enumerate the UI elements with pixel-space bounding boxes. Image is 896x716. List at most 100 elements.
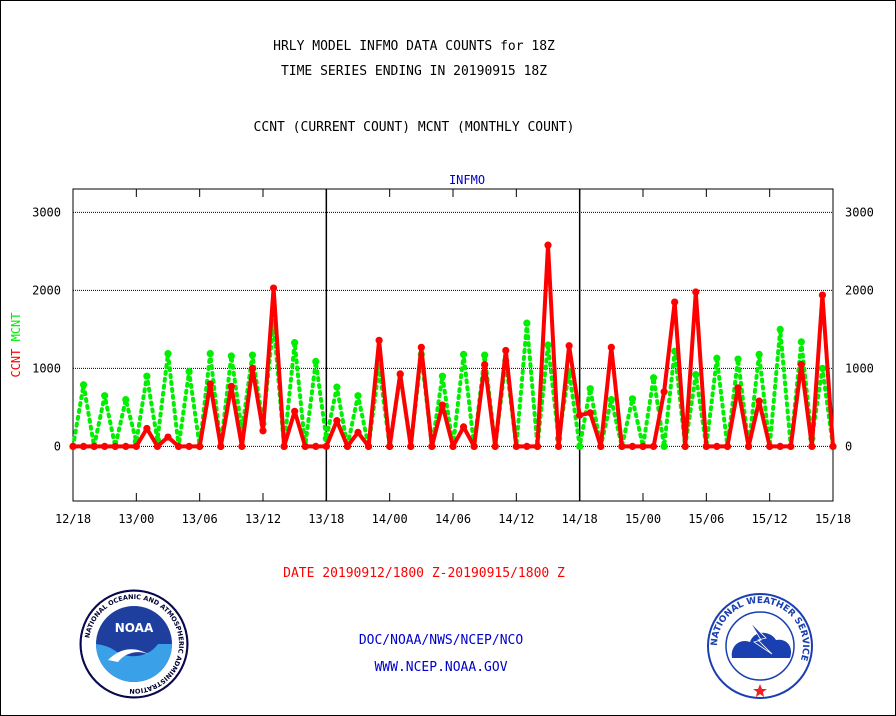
mcnt-series-point bbox=[164, 349, 172, 358]
ccnt-series-point bbox=[248, 364, 257, 372]
ccnt-series-point bbox=[523, 442, 531, 450]
mcnt-series-point bbox=[576, 442, 584, 450]
ccnt-series-point bbox=[660, 388, 668, 396]
mcnt-series-point bbox=[734, 355, 742, 363]
ccnt-series-point bbox=[808, 442, 816, 450]
x-tick-label: 14/18 bbox=[562, 512, 598, 526]
ccnt-series-point bbox=[576, 411, 584, 419]
ccnt-series-point bbox=[681, 442, 689, 450]
ccnt-series-point bbox=[713, 442, 721, 450]
mcnt-series-point bbox=[713, 354, 721, 362]
ccnt-series-point bbox=[449, 442, 457, 450]
org-label[interactable]: DOC/NOAA/NWS/NCEP/NCO bbox=[358, 633, 524, 648]
x-tick-label: 14/12 bbox=[498, 512, 534, 526]
ccnt-series-point bbox=[723, 442, 732, 450]
mcnt-series-point bbox=[438, 372, 447, 380]
url-link[interactable]: WWW.NCEP.NOAA.GOV bbox=[374, 660, 508, 675]
ccnt-series-point bbox=[143, 424, 151, 433]
mcnt-series-point bbox=[101, 392, 109, 400]
mcnt-series-point bbox=[312, 357, 320, 365]
x-tick-label: 15/00 bbox=[625, 512, 661, 526]
ccnt-series-point bbox=[597, 442, 605, 450]
ccnt-series-point bbox=[586, 409, 594, 417]
y-tick-label-right: 1000 bbox=[845, 361, 874, 375]
mcnt-series-point bbox=[607, 396, 615, 404]
x-tick-label: 15/06 bbox=[688, 512, 724, 526]
mcnt-series-point bbox=[248, 351, 257, 359]
y-tick-label-left: 1000 bbox=[32, 361, 61, 375]
ccnt-series-point bbox=[364, 442, 373, 450]
ccnt-series-point bbox=[174, 442, 183, 450]
ccnt-series-point bbox=[428, 442, 436, 450]
mcnt-series-point bbox=[143, 372, 151, 380]
ccnt-series-point bbox=[396, 370, 404, 378]
ccnt-series-point bbox=[280, 442, 288, 450]
ccnt-series-point bbox=[818, 291, 827, 299]
y-tick-label-left: 2000 bbox=[32, 283, 61, 297]
ccnt-series-point bbox=[491, 442, 499, 450]
x-tick-label: 15/18 bbox=[815, 512, 851, 526]
ccnt-series-point bbox=[153, 442, 162, 450]
plot-frame bbox=[72, 188, 834, 502]
date-range-label: DATE 20190912/1800 Z-20190915/1800 Z bbox=[283, 566, 565, 581]
ccnt-series-point bbox=[312, 442, 320, 450]
ccnt-series-point bbox=[481, 360, 489, 369]
chart-title-line1: HRLY MODEL INFMO DATA COUNTS for 18Z bbox=[273, 39, 555, 54]
ccnt-series-point bbox=[565, 342, 573, 350]
ccnt-series-point bbox=[533, 442, 542, 450]
ccnt-series-point bbox=[333, 417, 341, 425]
y-axis-label-mcnt: MCNT bbox=[9, 312, 23, 341]
mcnt-series-point bbox=[79, 381, 88, 389]
ccnt-series-point bbox=[639, 442, 647, 450]
ccnt-series-point bbox=[628, 442, 637, 450]
ccnt-series-point bbox=[649, 442, 658, 450]
ccnt-series-point bbox=[132, 442, 140, 450]
x-tick-label: 12/18 bbox=[55, 512, 91, 526]
ccnt-series-point bbox=[470, 442, 478, 450]
mcnt-series-point bbox=[776, 325, 784, 333]
ccnt-series-point bbox=[101, 442, 109, 450]
ccnt-series-point bbox=[607, 343, 615, 351]
ccnt-series-point bbox=[79, 442, 88, 450]
mcnt-series-point bbox=[660, 442, 668, 450]
ccnt-series-point bbox=[90, 442, 98, 450]
y-tick-label-left: 0 bbox=[54, 439, 61, 453]
y-tick-label-right: 3000 bbox=[845, 205, 874, 219]
x-tick-label: 13/06 bbox=[182, 512, 218, 526]
x-tick-label: 13/12 bbox=[245, 512, 281, 526]
ccnt-series-point bbox=[354, 428, 362, 436]
ccnt-series-point bbox=[671, 298, 679, 306]
ccnt-series-point bbox=[787, 442, 795, 450]
mcnt-series-point bbox=[692, 371, 700, 379]
ccnt-series-point bbox=[196, 442, 204, 450]
ccnt-series-point bbox=[185, 442, 193, 450]
ccnt-series-point bbox=[343, 442, 352, 450]
plot-title: INFMO bbox=[449, 173, 485, 187]
ccnt-series-point bbox=[618, 442, 626, 450]
y-tick-label-right: 0 bbox=[845, 439, 852, 453]
ccnt-series-point bbox=[744, 442, 753, 450]
ccnt-series-point bbox=[259, 427, 267, 435]
noaa-logo: NATIONAL OCEANIC AND ATMOSPHERIC ADMINIS… bbox=[79, 589, 189, 699]
ccnt-series-point bbox=[291, 407, 299, 415]
mcnt-series-point bbox=[649, 374, 658, 382]
x-tick-label: 14/06 bbox=[435, 512, 471, 526]
ccnt-series-point bbox=[69, 442, 77, 450]
nws-logo: NATIONAL WEATHER SERVICE bbox=[707, 593, 813, 699]
ccnt-series-point bbox=[755, 397, 763, 405]
mcnt-series-point bbox=[185, 367, 193, 376]
ccnt-series-point bbox=[502, 346, 510, 355]
ccnt-series-point bbox=[417, 343, 425, 351]
ccnt-series-point bbox=[375, 336, 383, 344]
mcnt-series-point bbox=[481, 351, 489, 359]
y-axis-label: CCNT MCNT bbox=[9, 312, 23, 377]
chart-title-line3: CCNT (CURRENT COUNT) MCNT (MONTHLY COUNT… bbox=[253, 120, 575, 135]
mcnt-series-point bbox=[755, 350, 763, 358]
mcnt-series-point bbox=[333, 383, 341, 391]
ccnt-series-line bbox=[71, 243, 835, 449]
ccnt-series-point bbox=[386, 442, 394, 450]
mcnt-series-line bbox=[71, 320, 835, 449]
ccnt-series-point bbox=[322, 442, 330, 450]
ccnt-series-point bbox=[692, 288, 700, 296]
ccnt-series-point bbox=[544, 241, 552, 249]
